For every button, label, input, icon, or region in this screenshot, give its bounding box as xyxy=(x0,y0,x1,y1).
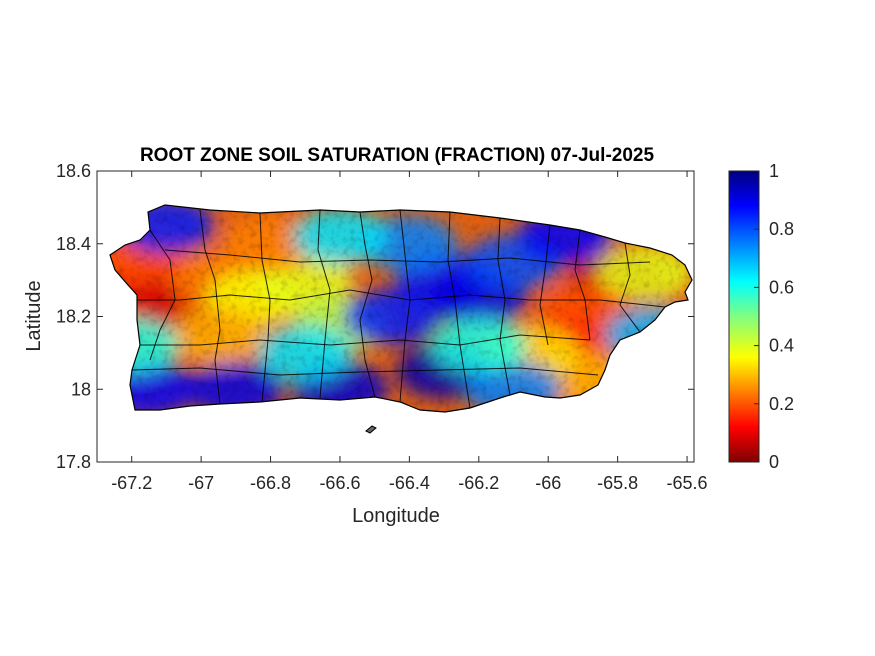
municipality-boundary xyxy=(199,209,221,405)
island-coastline xyxy=(109,204,693,413)
map-speckle-texture xyxy=(110,205,692,412)
municipality-boundary xyxy=(164,249,651,266)
x-tick-label: -67 xyxy=(188,473,214,493)
x-tick-label: -65.8 xyxy=(597,473,638,493)
colorbar-tick-label: 0.8 xyxy=(769,219,794,239)
chart-title: ROOT ZONE SOIL SATURATION (FRACTION) 07-… xyxy=(140,145,655,166)
colorbar-tick-label: 1 xyxy=(769,161,779,181)
colorbar-ticks: 0 0.2 0.4 0.6 0.8 1 xyxy=(754,161,794,472)
colorbar xyxy=(728,170,760,463)
y-tick-label: 17.8 xyxy=(56,452,91,472)
small-islet xyxy=(365,425,377,434)
municipality-boundary xyxy=(140,334,591,346)
y-axis-ticks: 17.8 18 18.2 18.4 18.6 xyxy=(56,161,694,472)
municipality-boundary xyxy=(619,242,641,333)
x-tick-label: -66.6 xyxy=(319,473,360,493)
municipality-boundary xyxy=(574,229,591,341)
municipality-boundary xyxy=(359,211,376,398)
x-axis-ticks: -67.2 -67 -66.8 -66.6 -66.4 -66.2 -66 -65.8 -65.… xyxy=(111,171,708,493)
colorbar-tick-label: 0.2 xyxy=(769,394,794,414)
x-tick-label: -65.6 xyxy=(667,473,708,493)
x-tick-label: -66.8 xyxy=(250,473,291,493)
municipality-boundary xyxy=(447,211,471,409)
y-tick-label: 18 xyxy=(71,379,91,399)
municipality-boundaries xyxy=(131,209,666,409)
x-tick-label: -66.2 xyxy=(458,473,499,493)
x-tick-label: -67.2 xyxy=(111,473,152,493)
y-axis-label: Latitude xyxy=(23,280,45,351)
colorbar-tick-label: 0 xyxy=(769,452,779,472)
soil-saturation-map xyxy=(110,205,692,412)
municipality-boundary xyxy=(259,212,271,403)
municipality-boundary xyxy=(137,289,666,308)
x-tick-label: -66 xyxy=(535,473,561,493)
municipality-boundary xyxy=(539,224,551,346)
municipality-boundary xyxy=(131,367,599,376)
colorbar-tick-label: 0.4 xyxy=(769,336,794,356)
municipality-boundary xyxy=(497,217,511,396)
x-tick-label: -66.4 xyxy=(389,473,430,493)
municipality-boundary xyxy=(317,209,331,399)
colorbar-tick-label: 0.6 xyxy=(769,277,794,297)
x-axis-label: Longitude xyxy=(352,505,440,527)
y-tick-label: 18.6 xyxy=(56,161,91,181)
y-tick-label: 18.2 xyxy=(56,307,91,327)
y-tick-label: 18.4 xyxy=(56,234,91,254)
